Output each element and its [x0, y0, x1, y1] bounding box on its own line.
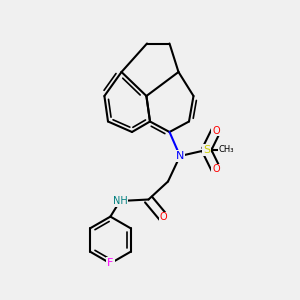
Text: N: N	[176, 151, 184, 161]
Text: S: S	[203, 145, 210, 155]
Text: NH: NH	[112, 196, 128, 206]
Text: O: O	[160, 212, 167, 223]
Text: F: F	[107, 258, 114, 268]
Text: O: O	[212, 125, 220, 136]
Text: CH₃: CH₃	[219, 146, 234, 154]
Text: O: O	[212, 164, 220, 175]
